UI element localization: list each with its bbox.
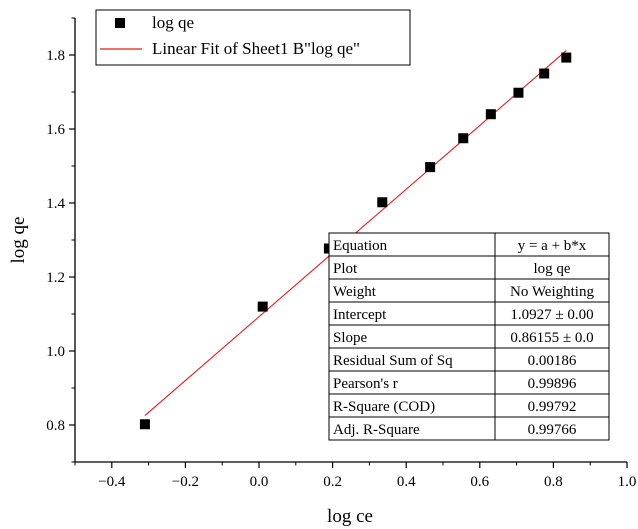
fit-table-label: Intercept	[333, 307, 387, 323]
data-point	[257, 301, 268, 312]
legend-frame	[95, 9, 411, 66]
legend-label-fit-line: Linear Fit of Sheet1 B"log qe"	[152, 39, 360, 58]
fit-table-label: Pearson's r	[333, 376, 398, 392]
x-tick-label: 1.0	[618, 474, 637, 490]
data-point	[539, 68, 550, 79]
fit-table-label: Residual Sum of Sq	[333, 353, 453, 369]
x-tick-label: −0.4	[98, 474, 126, 490]
fit-table-value: log qe	[533, 261, 570, 277]
x-tick-label: 0.6	[470, 474, 489, 490]
fit-table-frame	[328, 232, 610, 441]
fit-table-label: Plot	[333, 261, 358, 277]
data-point	[561, 52, 572, 63]
axes: −0.4 −0.2 0.0 0.2 0.4 0.6 0.8 1.0 0.8 1.0 1.2 1.4 1.…	[46, 17, 637, 490]
fit-table: Equation y = a + b*x Plot log qe Weight No We…	[328, 232, 610, 441]
y-tick-label: 0.8	[46, 418, 65, 434]
data-point	[139, 419, 150, 430]
x-tick-label: 0.2	[323, 474, 342, 490]
x-tick-label: 0.4	[397, 474, 416, 490]
y-tick-label: 1.8	[46, 48, 65, 64]
x-axis-label: log ce	[327, 506, 373, 527]
fit-table-value: 0.00186	[528, 353, 577, 369]
fit-table-label: Adj. R-Square	[333, 422, 420, 438]
legend-marker-scatter	[115, 18, 125, 28]
legend: log qe Linear Fit of Sheet1 B"log qe"	[95, 9, 411, 66]
y-tick-label: 1.2	[46, 270, 65, 286]
data-point	[513, 87, 524, 98]
x-tick-label: 0.0	[250, 474, 269, 490]
y-axis-label: log qe	[8, 217, 29, 264]
fit-table-value: 1.0927 ± 0.00	[510, 307, 593, 323]
fit-table-value: 0.99766	[528, 422, 577, 438]
y-tick-label: 1.6	[46, 122, 65, 138]
fit-table-value: 0.99896	[528, 376, 577, 392]
data-point	[485, 109, 496, 120]
fit-table-label: Weight	[333, 284, 377, 300]
x-tick-label: 0.8	[544, 474, 563, 490]
fit-table-value: 0.86155 ± 0.0	[510, 330, 593, 346]
fit-table-value: y = a + b*x	[518, 238, 587, 254]
fit-table-label: Equation	[333, 238, 388, 254]
data-point	[458, 133, 469, 144]
legend-label-scatter: log qe	[152, 13, 194, 32]
data-point	[377, 197, 388, 208]
y-tick-label: 1.4	[46, 196, 65, 212]
fit-table-label: Slope	[333, 330, 368, 346]
x-tick-label: −0.2	[172, 474, 199, 490]
fit-table-value: No Weighting	[510, 284, 594, 300]
y-tick-label: 1.0	[46, 344, 65, 360]
fit-table-label: R-Square (COD)	[333, 399, 435, 415]
data-point	[425, 162, 436, 173]
fit-table-value: 0.99792	[528, 399, 577, 415]
